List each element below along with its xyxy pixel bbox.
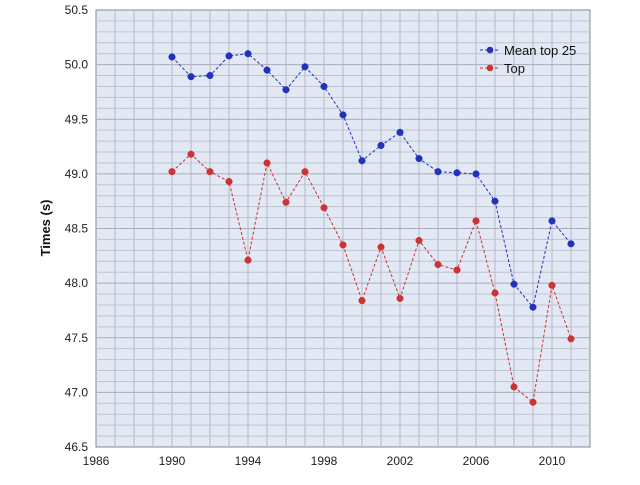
x-tick-label: 1990 (159, 454, 186, 468)
legend-marker (486, 46, 494, 54)
y-tick-label: 49.5 (65, 112, 89, 126)
y-tick-label: 47.0 (65, 385, 89, 399)
data-point (377, 243, 385, 251)
legend: Mean top 25 Top (480, 43, 576, 76)
x-tick-label: 1998 (311, 454, 338, 468)
data-point (453, 266, 461, 274)
data-point (453, 169, 461, 177)
data-point (320, 204, 328, 212)
data-point (548, 217, 556, 225)
data-point (168, 53, 176, 61)
data-point (244, 50, 252, 58)
data-point (434, 261, 442, 269)
x-tick-label: 2006 (463, 454, 490, 468)
data-point (567, 240, 575, 248)
data-point (491, 197, 499, 205)
data-point (510, 383, 518, 391)
data-point (415, 155, 423, 163)
data-point (282, 198, 290, 206)
data-point (472, 217, 480, 225)
data-point (339, 111, 347, 119)
data-point (339, 241, 347, 249)
data-point (187, 73, 195, 81)
data-point (377, 141, 385, 150)
y-tick-label: 48.5 (65, 222, 89, 236)
data-point (244, 256, 252, 264)
data-point (415, 236, 423, 245)
grid (96, 10, 590, 447)
series-line (171, 153, 572, 404)
data-point (510, 280, 518, 288)
data-point (472, 170, 480, 178)
data-point (396, 294, 404, 302)
axes: 1986 1990 1994 1998 2002 2006 2010 46.5 47.0 47.5… (65, 3, 566, 468)
data-point (358, 157, 366, 165)
data-point (282, 86, 290, 94)
y-axis-label: Times (s) (38, 200, 53, 257)
data-point (206, 72, 214, 80)
series (168, 50, 575, 406)
data-point (320, 82, 328, 91)
data-point (396, 128, 404, 136)
x-tick-label: 2002 (387, 454, 414, 468)
data-point (301, 168, 309, 176)
data-point (168, 168, 176, 176)
data-point (206, 168, 214, 176)
data-point (434, 168, 442, 176)
legend-marker (486, 64, 494, 72)
y-tick-label: 50.5 (65, 3, 89, 17)
data-point (491, 289, 499, 297)
y-tick-label: 50.0 (65, 58, 89, 72)
legend-label: Top (504, 61, 525, 76)
legend-label: Mean top 25 (504, 43, 576, 58)
data-point (225, 52, 233, 60)
data-point (567, 335, 575, 343)
data-point (358, 297, 366, 305)
y-tick-label: 46.5 (65, 440, 89, 454)
data-point (529, 303, 537, 311)
data-point (529, 398, 537, 406)
data-point (548, 281, 556, 289)
y-tick-label: 47.5 (65, 331, 89, 345)
data-point (263, 66, 271, 74)
y-tick-label: 49.0 (65, 167, 89, 181)
x-tick-label: 1986 (83, 454, 110, 468)
x-tick-label: 1994 (235, 454, 262, 468)
data-point (225, 177, 233, 186)
data-point (301, 63, 309, 71)
y-tick-label: 48.0 (65, 276, 89, 290)
data-point (263, 159, 271, 167)
data-point (187, 150, 195, 158)
x-tick-label: 2010 (539, 454, 566, 468)
